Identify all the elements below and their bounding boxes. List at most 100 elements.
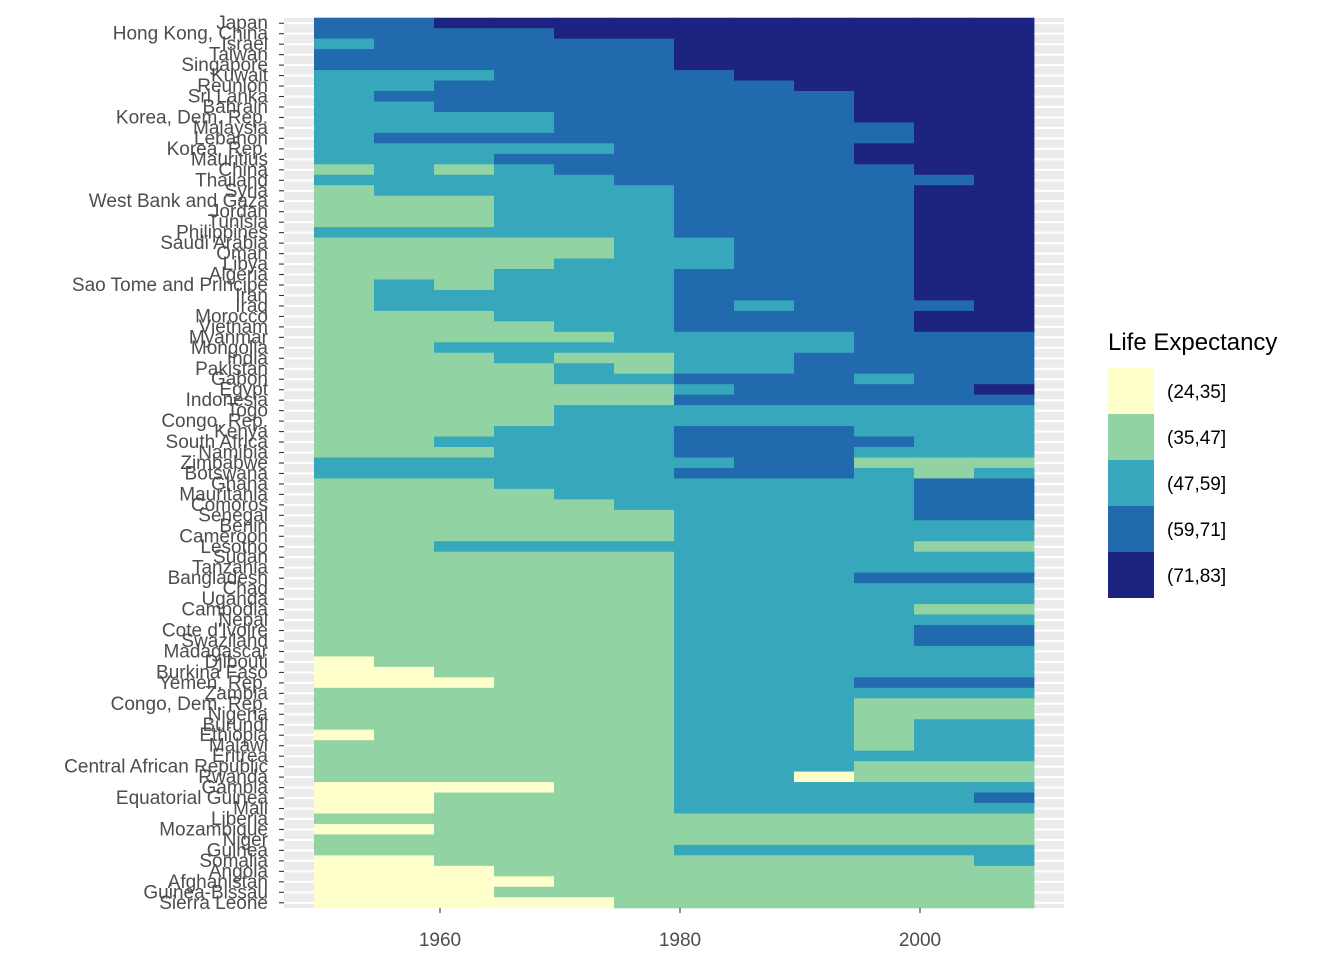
- y-tick-label: Sudan: [213, 547, 268, 568]
- heat-cell: [374, 897, 435, 909]
- heat-cell: [914, 28, 975, 40]
- heat-cell: [974, 80, 1035, 92]
- heat-cell: [434, 457, 495, 469]
- heat-cell: [674, 635, 735, 647]
- heat-cell: [734, 49, 795, 61]
- heat-cell: [854, 237, 915, 249]
- heat-cell: [794, 17, 855, 29]
- y-tick-label: Sri Lanka: [188, 87, 269, 108]
- heat-cell: [794, 174, 855, 186]
- heat-cell: [314, 499, 375, 511]
- heat-cell: [734, 855, 795, 867]
- y-tick-label: Thailand: [195, 170, 268, 191]
- heat-cell: [974, 143, 1035, 155]
- heat-cell: [374, 855, 435, 867]
- heat-cell: [374, 49, 435, 61]
- heat-cell: [794, 813, 855, 825]
- heat-cell: [314, 488, 375, 500]
- heat-cell: [734, 813, 795, 825]
- heat-cell: [854, 467, 915, 480]
- heat-cell: [434, 604, 495, 616]
- heat-cell: [734, 80, 795, 92]
- heat-cell: [794, 666, 855, 678]
- heat-cell: [854, 509, 915, 521]
- heat-cell: [374, 740, 435, 752]
- heat-cell: [674, 363, 735, 375]
- heat-cell: [974, 279, 1035, 291]
- y-tick-label: Nepal: [218, 610, 268, 631]
- heat-cell: [674, 38, 735, 50]
- heat-cell: [434, 761, 495, 773]
- heat-cell: [614, 541, 675, 553]
- x-tick-label: 1960: [419, 930, 461, 951]
- heat-cell: [794, 541, 855, 553]
- heat-cell: [914, 823, 975, 836]
- heat-cell: [434, 572, 495, 584]
- heat-cell: [614, 583, 675, 595]
- heat-cell: [614, 750, 675, 762]
- heat-cell: [734, 562, 795, 574]
- heat-cell: [434, 446, 495, 459]
- y-tick-label: Eritrea: [212, 746, 268, 767]
- heat-cell: [974, 677, 1035, 689]
- heat-cell: [734, 457, 795, 469]
- y-tick-label: Djibouti: [205, 652, 268, 673]
- heat-cell: [494, 436, 555, 448]
- heat-cell: [314, 436, 375, 448]
- heat-cell: [614, 436, 675, 448]
- heat-cell: [314, 153, 375, 165]
- heat-cell: [734, 405, 795, 417]
- heat-cell: [734, 132, 795, 144]
- heat-cell: [914, 248, 975, 260]
- heat-cell: [794, 604, 855, 616]
- heat-cell: [494, 645, 555, 658]
- heat-cell: [794, 268, 855, 281]
- heat-cell: [554, 101, 615, 113]
- heat-cell: [314, 300, 375, 312]
- heat-cell: [794, 645, 855, 658]
- heat-cell: [914, 310, 975, 322]
- heat-cell: [494, 802, 555, 815]
- heat-cell: [434, 488, 495, 500]
- heat-cell: [974, 645, 1035, 658]
- heat-cell: [734, 750, 795, 762]
- heat-cell: [794, 352, 855, 364]
- heat-cell: [434, 855, 495, 867]
- heat-cell: [614, 761, 675, 773]
- heat-cell: [914, 782, 975, 794]
- y-tick-label: Korea, Rep.: [167, 139, 268, 160]
- heat-cell: [974, 813, 1035, 825]
- heat-cell: [674, 823, 735, 836]
- heat-cell: [374, 90, 435, 103]
- y-tick-label: Vietnam: [199, 317, 268, 338]
- heat-cell: [734, 761, 795, 773]
- heat-cell: [674, 834, 735, 846]
- heat-cell: [314, 782, 375, 794]
- heat-cell: [314, 593, 375, 605]
- heat-cell: [854, 782, 915, 794]
- heat-cell: [614, 446, 675, 459]
- heat-cell: [614, 300, 675, 312]
- heat-cell: [554, 499, 615, 511]
- heat-cell: [794, 761, 855, 773]
- heat-cell: [674, 373, 735, 385]
- heat-cell: [794, 488, 855, 500]
- heat-cell: [554, 562, 615, 574]
- heat-cell: [854, 562, 915, 574]
- heat-cell: [974, 782, 1035, 794]
- heat-cell: [374, 687, 435, 699]
- heat-cell: [434, 834, 495, 846]
- heat-cell: [854, 876, 915, 888]
- heat-cell: [854, 645, 915, 658]
- y-tick-label: Namibia: [198, 443, 268, 464]
- y-tick-label: Libya: [223, 254, 269, 275]
- heat-cell: [374, 195, 435, 207]
- heat-cell: [854, 122, 915, 134]
- heat-cell: [854, 373, 915, 385]
- heat-cell: [614, 624, 675, 637]
- heat-cell: [554, 876, 615, 888]
- heat-cell: [314, 405, 375, 417]
- heat-cell: [674, 572, 735, 584]
- heat-cell: [374, 227, 435, 239]
- y-tick-label: Taiwan: [209, 45, 268, 66]
